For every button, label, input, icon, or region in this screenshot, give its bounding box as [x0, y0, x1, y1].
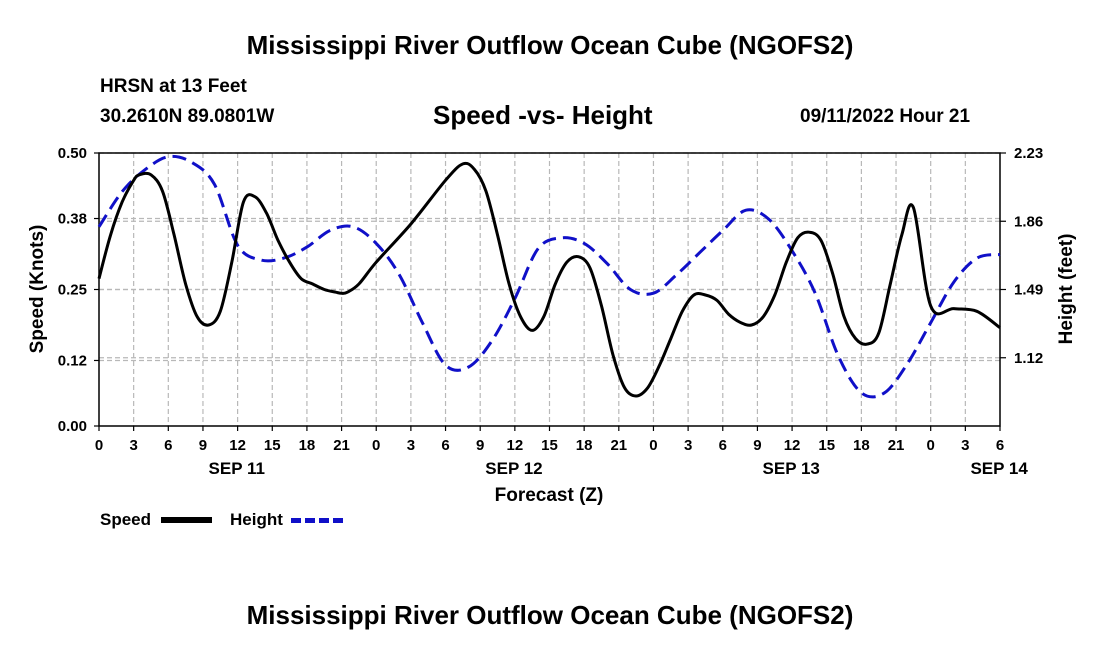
x-tick-label: 18 — [853, 437, 870, 454]
x-tick-label: 9 — [753, 437, 761, 454]
x-tick-label: 12 — [784, 437, 801, 454]
x-tick-label: 9 — [199, 437, 207, 454]
x-tick-label: 21 — [333, 437, 350, 454]
legend-speed-label: Speed — [100, 510, 152, 529]
x-tick-label: 0 — [649, 437, 657, 454]
y-axis-label-right: Height (feet) — [1056, 234, 1077, 345]
x-tick-label: 0 — [372, 437, 380, 454]
y-left-tick-label: 0.50 — [58, 145, 87, 162]
x-tick-label: 6 — [996, 437, 1004, 454]
y-left-tick-label: 0.00 — [58, 418, 87, 435]
x-tick-label: 15 — [541, 437, 558, 454]
x-tick-label: 0 — [927, 437, 935, 454]
x-tick-label: 6 — [719, 437, 727, 454]
legend-speed-swatch — [161, 517, 212, 523]
x-tick-label: 6 — [164, 437, 172, 454]
forecast-datetime: 09/11/2022 Hour 21 — [800, 106, 971, 127]
x-day-label: SEP 14 — [970, 459, 1028, 478]
x-tick-label: 12 — [507, 437, 524, 454]
x-tick-label: 0 — [95, 437, 103, 454]
series — [97, 154, 1001, 399]
legend-height-swatch — [291, 518, 343, 523]
station-name: HRSN at 13 Feet — [100, 76, 247, 97]
legend-height-label: Height — [230, 510, 283, 529]
x-day-label: SEP 13 — [763, 459, 820, 478]
x-tick-label: 3 — [129, 437, 137, 454]
series-height-line — [97, 154, 1001, 399]
y-right-tick-label: 1.86 — [1014, 213, 1043, 230]
y-axis-label-left: Speed (Knots) — [27, 225, 48, 354]
x-tick-label: 18 — [576, 437, 593, 454]
x-tick-label: 15 — [818, 437, 835, 454]
y-left-tick-label: 0.38 — [58, 211, 87, 228]
x-day-label: SEP 11 — [209, 459, 265, 478]
axis-ticks: 0 3 6 9 12 15 18 21 0 3 6 9 12 15 18 21 0 3 6 9 12 15 18 21 0 3 6 S… — [58, 145, 1043, 478]
x-axis-label: Forecast (Z) — [495, 485, 604, 506]
series-speed-line — [97, 161, 1001, 398]
footer-title: Mississippi River Outflow Ocean Cube (NG… — [246, 600, 854, 630]
x-day-label: SEP 12 — [485, 459, 542, 478]
x-tick-label: 6 — [441, 437, 449, 454]
y-left-tick-label: 0.25 — [58, 282, 87, 299]
station-coordinates: 30.2610N 89.0801W — [100, 106, 275, 127]
x-tick-label: 18 — [299, 437, 316, 454]
y-right-tick-label: 2.23 — [1014, 145, 1043, 162]
page-title: Mississippi River Outflow Ocean Cube (NG… — [246, 30, 854, 60]
x-tick-label: 21 — [610, 437, 627, 454]
x-tick-label: 15 — [264, 437, 281, 454]
y-right-tick-label: 1.49 — [1014, 282, 1043, 299]
x-tick-label: 3 — [684, 437, 692, 454]
x-tick-label: 9 — [476, 437, 484, 454]
x-tick-label: 21 — [888, 437, 905, 454]
y-right-tick-label: 1.12 — [1014, 350, 1043, 367]
grid — [99, 152, 1000, 426]
x-tick-label: 3 — [407, 437, 415, 454]
chart-subtitle: Speed -vs- Height — [433, 100, 653, 130]
y-left-tick-label: 0.12 — [58, 352, 87, 369]
x-tick-label: 12 — [229, 437, 246, 454]
x-tick-label: 3 — [961, 437, 969, 454]
